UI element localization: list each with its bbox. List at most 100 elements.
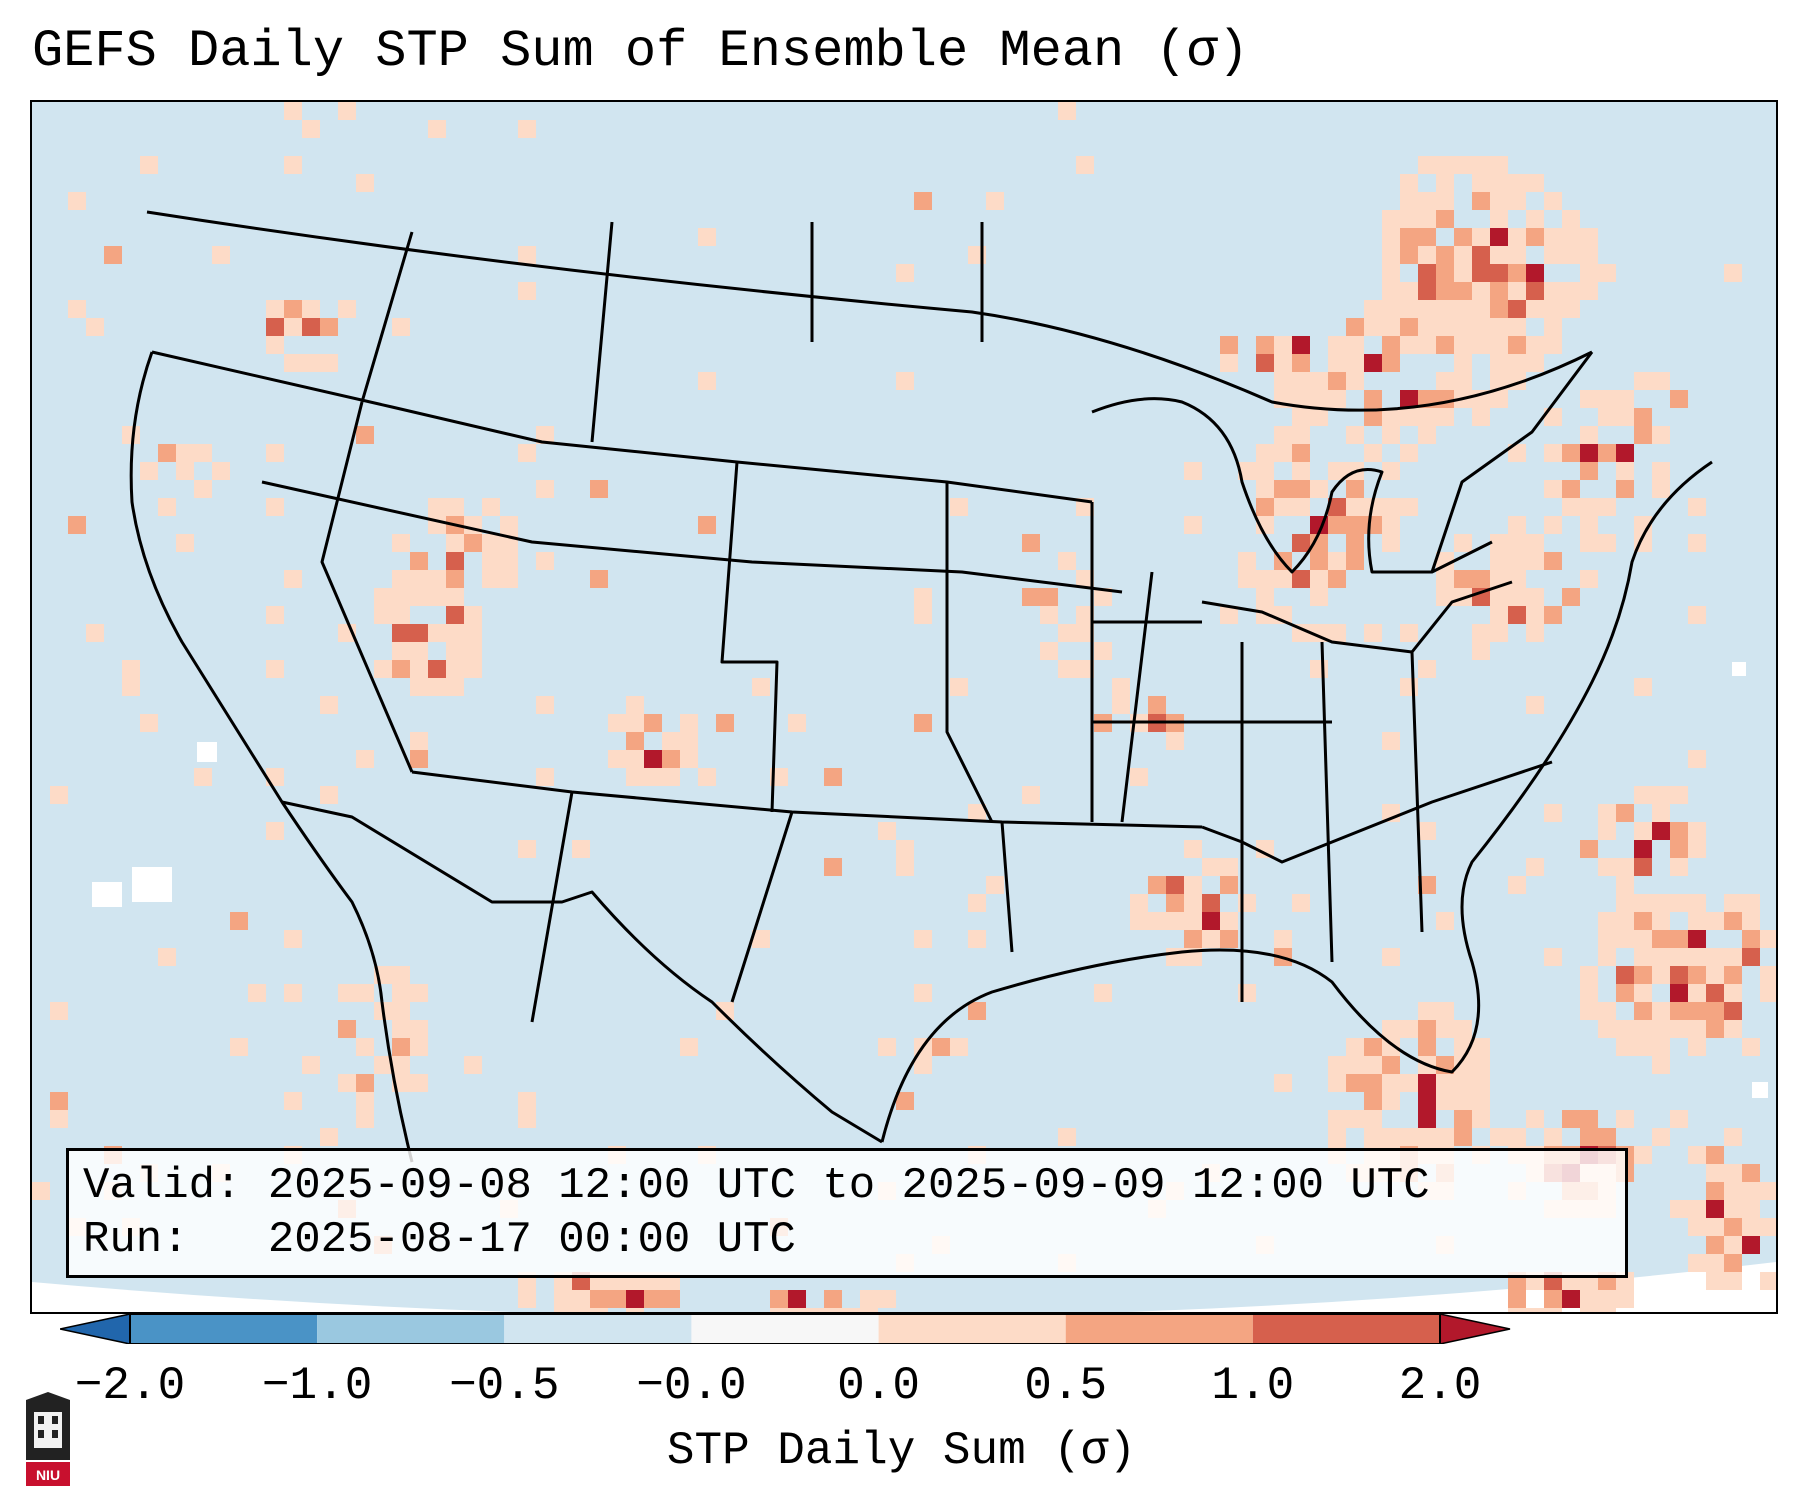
anomaly-cell bbox=[824, 768, 842, 786]
anomaly-cell bbox=[356, 984, 374, 1002]
anomaly-cell bbox=[1598, 804, 1616, 822]
anomaly-cell bbox=[1688, 1146, 1706, 1164]
anomaly-cell bbox=[1526, 696, 1544, 714]
anomaly-cell bbox=[284, 984, 302, 1002]
colorbar-label: STP Daily Sum (σ) bbox=[666, 1425, 1137, 1477]
anomaly-cell bbox=[1364, 354, 1382, 372]
anomaly-cell bbox=[1094, 588, 1112, 606]
anomaly-cell bbox=[1400, 318, 1418, 336]
anomaly-cell bbox=[1328, 372, 1346, 390]
anomaly-cell bbox=[1472, 192, 1490, 210]
anomaly-cell bbox=[788, 1290, 806, 1308]
anomaly-cell bbox=[410, 1074, 428, 1092]
anomaly-cell bbox=[914, 930, 932, 948]
anomaly-cell bbox=[1706, 966, 1724, 984]
anomaly-cell bbox=[392, 570, 410, 588]
anomaly-cell bbox=[1400, 282, 1418, 300]
anomaly-cell bbox=[1562, 228, 1580, 246]
anomaly-cell bbox=[464, 642, 482, 660]
anomaly-cell bbox=[1472, 1038, 1490, 1056]
anomaly-cell bbox=[266, 660, 284, 678]
anomaly-cell bbox=[1508, 588, 1526, 606]
anomaly-cell bbox=[662, 1290, 680, 1308]
anomaly-cell bbox=[518, 444, 536, 462]
anomaly-cell bbox=[1670, 894, 1688, 912]
anomaly-cell bbox=[1616, 804, 1634, 822]
anomaly-cell bbox=[1292, 408, 1310, 426]
anomaly-cell bbox=[1454, 264, 1472, 282]
anomaly-cell bbox=[1724, 966, 1742, 984]
anomaly-cell bbox=[1544, 1128, 1562, 1146]
anomaly-cell bbox=[1328, 570, 1346, 588]
anomaly-cell bbox=[32, 1182, 50, 1200]
anomaly-cell bbox=[1580, 840, 1598, 858]
anomaly-cell bbox=[1292, 390, 1310, 408]
anomaly-cell bbox=[1346, 534, 1364, 552]
colorbar-bin bbox=[504, 1314, 692, 1344]
anomaly-cell bbox=[1706, 1272, 1724, 1290]
anomaly-cell bbox=[1652, 462, 1670, 480]
anomaly-cell bbox=[482, 498, 500, 516]
anomaly-cell bbox=[1346, 498, 1364, 516]
anomaly-cell bbox=[608, 1290, 626, 1308]
anomaly-cell bbox=[1580, 426, 1598, 444]
anomaly-cell bbox=[284, 102, 302, 120]
anomaly-cell bbox=[1274, 426, 1292, 444]
anomaly-cell bbox=[1184, 462, 1202, 480]
anomaly-cell bbox=[1508, 174, 1526, 192]
anomaly-cell bbox=[1544, 318, 1562, 336]
anomaly-cell bbox=[644, 1290, 662, 1308]
anomaly-cell bbox=[1076, 660, 1094, 678]
anomaly-cell bbox=[1454, 1074, 1472, 1092]
anomaly-cell bbox=[1544, 300, 1562, 318]
anomaly-cell bbox=[1022, 786, 1040, 804]
anomaly-cell bbox=[860, 1308, 878, 1312]
anomaly-cell bbox=[1202, 858, 1220, 876]
anomaly-cell bbox=[1544, 228, 1562, 246]
anomaly-cell bbox=[1256, 498, 1274, 516]
anomaly-cell bbox=[1346, 426, 1364, 444]
anomaly-cell bbox=[1328, 354, 1346, 372]
anomaly-cell bbox=[1724, 1128, 1742, 1146]
anomaly-cell bbox=[1400, 246, 1418, 264]
colorbar-bin bbox=[1065, 1314, 1253, 1344]
anomaly-cell bbox=[1670, 984, 1688, 1002]
anomaly-cell bbox=[590, 570, 608, 588]
anomaly-cell bbox=[1346, 1038, 1364, 1056]
anomaly-cell bbox=[410, 570, 428, 588]
anomaly-cell bbox=[1436, 1092, 1454, 1110]
anomaly-cell bbox=[1382, 462, 1400, 480]
colorbar-tick-label: 1.0 bbox=[1211, 1360, 1295, 1412]
anomaly-cell bbox=[662, 750, 680, 768]
anomaly-cell bbox=[374, 588, 392, 606]
anomaly-cell bbox=[1634, 786, 1652, 804]
anomaly-cell bbox=[1634, 1020, 1652, 1038]
anomaly-cell bbox=[1562, 1290, 1580, 1308]
anomaly-cell bbox=[1166, 876, 1184, 894]
colorbar-outline bbox=[129, 1314, 1441, 1344]
anomaly-cell bbox=[1346, 318, 1364, 336]
anomaly-cell bbox=[1148, 696, 1166, 714]
anomaly-cell bbox=[896, 372, 914, 390]
anomaly-cell bbox=[1454, 156, 1472, 174]
anomaly-cell bbox=[1526, 624, 1544, 642]
anomaly-cell bbox=[1454, 372, 1472, 390]
anomaly-cell bbox=[1382, 282, 1400, 300]
anomaly-cell bbox=[1562, 246, 1580, 264]
anomaly-cell bbox=[1400, 1074, 1418, 1092]
anomaly-cell bbox=[1724, 264, 1742, 282]
anomaly-cell bbox=[1616, 408, 1634, 426]
anomaly-cell bbox=[1742, 948, 1760, 966]
anomaly-cell bbox=[1382, 1074, 1400, 1092]
anomaly-cell bbox=[1436, 1074, 1454, 1092]
anomaly-cell bbox=[1652, 930, 1670, 948]
anomaly-cell bbox=[1760, 930, 1776, 948]
anomaly-cell bbox=[284, 570, 302, 588]
anomaly-cell bbox=[338, 1074, 356, 1092]
anomaly-cell bbox=[320, 1128, 338, 1146]
anomaly-cell bbox=[302, 354, 320, 372]
anomaly-cell bbox=[410, 678, 428, 696]
anomaly-cell bbox=[1616, 462, 1634, 480]
map-panel[interactable] bbox=[30, 100, 1778, 1314]
anomaly-cell bbox=[1598, 444, 1616, 462]
